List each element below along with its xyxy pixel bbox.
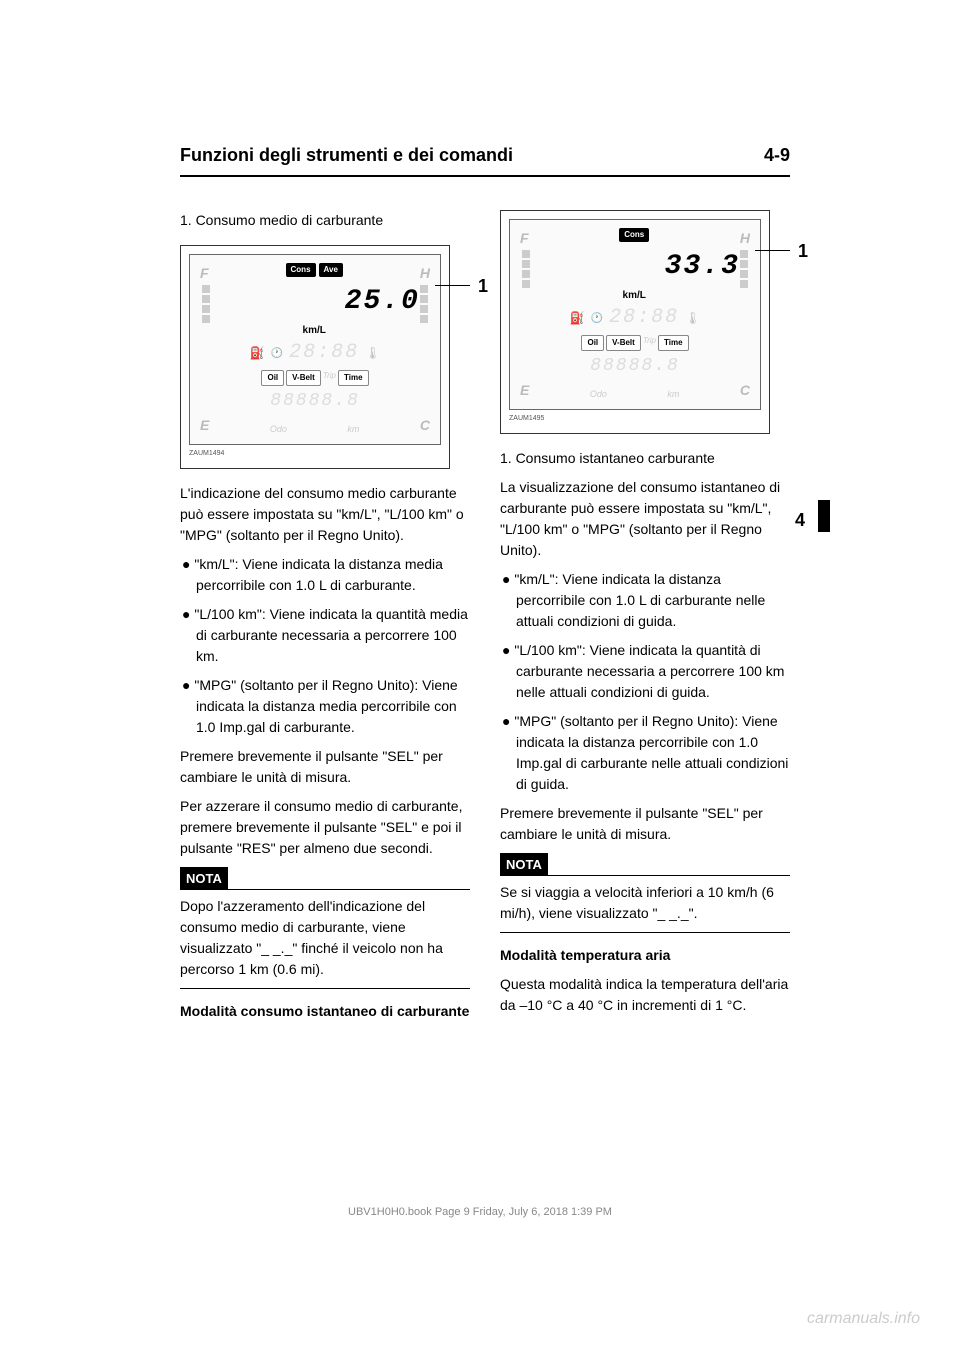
temp-icon: 🌡 [365,344,380,362]
right-bullet2: "L/100 km": Viene indicata la quantità d… [514,642,784,700]
ghost-clock: 28:88 [609,303,679,333]
left-p2: Premere brevemente il pulsante "SEL" per… [180,746,470,788]
fuel-unit: km/L [209,323,420,338]
right-diagram: F Cons 33.3 km/L H ⛽ 🕐 28:88 [500,210,770,434]
fuel-empty-label: E [200,415,209,436]
left-column: 1. Consumo medio di carburante F Cons [180,210,470,1030]
nota-label: NOTA [500,853,548,877]
right-nota: NOTA Se si viaggia a velocità inferiori … [500,853,790,934]
left-diagram: F Cons Ave 25.0 km/L H ⛽ � [180,245,450,469]
left-p1: L'indicazione del consumo medio carburan… [180,483,470,546]
mid-badges: Oil V-Belt Trip Time [200,370,430,386]
callout-number: 1 [798,238,808,265]
trip-label: Trip [643,335,656,351]
content-columns: 1. Consumo medio di carburante F Cons [180,210,790,1030]
callout-line [755,250,790,251]
ghost-odo: 88888.8 [200,388,430,415]
nota-end-rule [500,932,790,933]
ghost-odo: 88888.8 [520,353,750,380]
odo-label: Odo [590,388,607,402]
mode-badges: Cons [529,228,740,242]
lcd-center: Cons 33.3 km/L [529,228,740,303]
fuel-empty-label: E [520,380,529,401]
figure-id: ZAUM1495 [509,414,761,425]
ghost-clock: 28:88 [289,338,359,368]
figure-id: ZAUM1494 [189,449,441,460]
callout-number: 1 [478,273,488,300]
mid-badges: Oil V-Belt Trip Time [520,335,750,351]
left-bullet3: "MPG" (soltanto per il Regno Unito): Vie… [194,677,457,735]
lcd-top-row: F Cons 33.3 km/L H [520,228,750,303]
nota-label: NOTA [180,867,228,891]
ave-badge: Ave [319,263,343,277]
lcd-bottom-row: E Odo km C [520,380,750,401]
time-badge: Time [658,335,689,351]
footer-text: UBV1H0H0.book Page 9 Friday, July 6, 201… [0,1206,960,1218]
temp-cold-label: C [420,415,430,436]
fuel-icon: ⛽ [250,344,265,362]
right-bullet3: "MPG" (soltanto per il Regno Unito): Vie… [514,713,788,792]
lcd-center: Cons Ave 25.0 km/L [209,263,420,338]
right-p3: Questa modalità indica la temperatura de… [500,974,790,1016]
temp-hot-label: H [740,228,750,249]
cons-badge: Cons [619,228,649,242]
left-bullet1: "km/L": Viene indicata la distanza media… [194,556,443,593]
fuel-full-label: F [520,228,529,249]
section-number: 4 [795,510,805,531]
header-title: Funzioni degli strumenti e dei comandi [180,145,513,166]
clock-icon: 🕐 [591,311,603,326]
left-caption: 1. Consumo medio di carburante [180,210,470,231]
section-tab [818,500,830,532]
vbelt-badge: V-Belt [606,335,641,351]
time-badge: Time [338,370,369,386]
left-nota-text: Dopo l'azzeramento dell'indicazione del … [180,896,470,980]
avg-fuel-value: 25.0 [209,281,420,323]
header-page-number: 4-9 [764,145,790,166]
header-rule [180,175,790,177]
left-subhead: Modalità consumo istantaneo di carburant… [180,1001,470,1022]
fuel-icon: ⛽ [570,309,585,327]
km-label: km [347,423,359,437]
lcd-panel: F Cons Ave 25.0 km/L H ⛽ � [189,254,441,445]
fuel-gauge-bars [522,250,530,288]
left-nota: NOTA Dopo l'azzeramento dell'indicazione… [180,867,470,990]
lcd-top-row: F Cons Ave 25.0 km/L H [200,263,430,338]
right-column: F Cons 33.3 km/L H ⛽ 🕐 28:88 [500,210,790,1030]
lcd-panel: F Cons 33.3 km/L H ⛽ 🕐 28:88 [509,219,761,410]
temp-hot-label: H [420,263,430,284]
trip-label: Trip [323,370,336,386]
nota-end-rule [180,988,470,989]
odo-label: Odo [270,423,287,437]
watermark: carmanuals.info [807,1310,920,1328]
right-caption: 1. Consumo istantaneo carburante [500,448,790,469]
cons-badge: Cons [286,263,316,277]
temp-gauge-bars [740,250,748,288]
inst-fuel-value: 33.3 [529,246,740,288]
mode-badges: Cons Ave [209,263,420,277]
right-nota-text: Se si viaggia a velocità inferiori a 10 … [500,882,790,924]
right-subhead: Modalità temperatura aria [500,945,790,966]
left-p3: Per azzerare il consumo medio di carbura… [180,796,470,859]
temp-cold-label: C [740,380,750,401]
fuel-unit: km/L [529,288,740,303]
page: Funzioni degli strumenti e dei comandi 4… [0,0,960,1358]
right-p1: La visualizzazione del consumo istantane… [500,477,790,561]
right-bullet1: "km/L": Viene indicata la distanza perco… [514,571,765,629]
fuel-full-label: F [200,263,209,284]
temp-gauge-bars [420,285,428,323]
oil-badge: Oil [581,335,604,351]
left-bullet2: "L/100 km": Viene indicata la quantità m… [194,606,468,664]
oil-badge: Oil [261,370,284,386]
km-label: km [667,388,679,402]
lcd-bottom-row: E Odo km C [200,415,430,436]
fuel-gauge-bars [202,285,210,323]
callout-line [435,285,470,286]
vbelt-badge: V-Belt [286,370,321,386]
temp-icon: 🌡 [685,309,700,327]
right-p2: Premere brevemente il pulsante "SEL" per… [500,803,790,845]
clock-icon: 🕐 [271,346,283,361]
page-header: Funzioni degli strumenti e dei comandi 4… [180,145,790,166]
